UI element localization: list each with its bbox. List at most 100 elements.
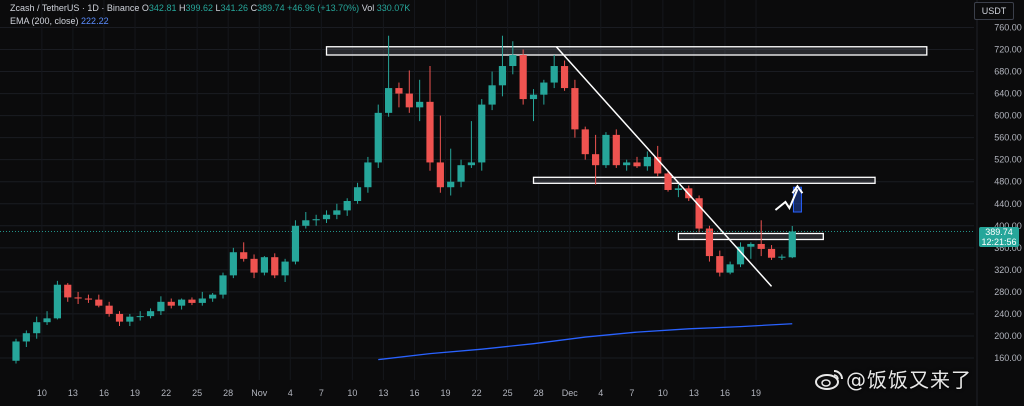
ema-line: [378, 323, 793, 361]
volume-readout: Vol 330.07K: [361, 3, 411, 13]
candle-body: [188, 299, 196, 303]
candle-body: [229, 252, 237, 276]
price-tick-label: 640.00: [994, 89, 1022, 99]
candle-body: [550, 66, 558, 83]
target-arrow: [774, 188, 799, 211]
time-tick-label: 19: [441, 388, 451, 398]
candle-body: [592, 154, 600, 166]
time-tick-label: 7: [319, 388, 324, 398]
candle-body: [126, 316, 134, 322]
time-axis[interactable]: 10 13 16 19 22 25 28 Nov 4 7 10 13 16 19 22 25 28 Dec 4 7 10…: [37, 388, 761, 398]
candle-body: [395, 88, 403, 94]
symbol-title: Zcash / TetherUS · 1D · Binance: [10, 3, 140, 13]
price-tick-label: 600.00: [994, 111, 1022, 121]
candle-body: [736, 246, 745, 265]
candle-body: [519, 55, 527, 100]
watermark: @饭饭又来了: [846, 368, 972, 392]
candle-body: [633, 162, 641, 167]
candle-body: [612, 134, 620, 166]
ohlc-open: O342.81: [141, 3, 177, 13]
price-tick-label: 360.00: [994, 243, 1022, 253]
candle-body: [302, 220, 310, 226]
candle-body: [250, 258, 258, 273]
price-tick-label: 520.00: [994, 155, 1022, 165]
candle-body: [105, 305, 113, 314]
time-tick-label: 7: [629, 388, 634, 398]
price-tick-label: 240.00: [994, 309, 1022, 319]
candle-body: [43, 318, 51, 323]
time-tick-label: 13: [68, 388, 78, 398]
time-tick-label: Dec: [562, 388, 579, 398]
price-tick-label: 200.00: [994, 331, 1022, 341]
candle-body: [457, 165, 465, 182]
time-tick-label: 10: [37, 388, 47, 398]
ema-value: 222.22: [81, 16, 109, 26]
price-tick-label: 280.00: [994, 287, 1022, 297]
time-tick-label: 22: [472, 388, 482, 398]
time-tick-label: 16: [409, 388, 419, 398]
candle-body: [146, 311, 155, 317]
price-axis[interactable]: 160.00 200.00 240.00 280.00 320.00 360.00 400.…: [976, 0, 1022, 406]
candle-body: [705, 228, 714, 257]
symbol-legend[interactable]: Zcash / TetherUS · 1D · Binance O342.81 …: [10, 3, 410, 13]
candle-body: [74, 297, 82, 299]
candle-body: [198, 298, 206, 303]
candle-body: [312, 219, 320, 221]
time-tick-label: 25: [503, 388, 513, 398]
candle-body: [778, 256, 786, 258]
candle-body: [571, 88, 579, 130]
candle-body: [33, 322, 41, 334]
price-tick-label: 560.00: [994, 133, 1022, 143]
candle-body: [726, 264, 734, 273]
candle-body: [478, 104, 486, 163]
price-tick-label: 480.00: [994, 177, 1022, 187]
candle-body: [95, 299, 103, 306]
time-tick-label: 19: [130, 388, 140, 398]
time-tick-label: 25: [192, 388, 202, 398]
candle-body: [674, 188, 682, 190]
ema-legend[interactable]: EMA (200, close) 222.22: [10, 16, 109, 26]
price-tick-label: 400.00: [994, 221, 1022, 231]
time-tick-label: 22: [161, 388, 171, 398]
candle-body: [664, 173, 672, 190]
bar-countdown: 12:21:56: [981, 237, 1017, 247]
candle-body: [281, 261, 289, 276]
candle-body: [385, 88, 393, 113]
candle-body: [53, 284, 61, 319]
last-price: 389.74: [985, 227, 1013, 237]
candle-body: [374, 112, 382, 163]
time-tick-label: 28: [534, 388, 544, 398]
price-tick-label: 680.00: [994, 67, 1022, 77]
candle-body: [22, 333, 30, 342]
time-tick-label: 16: [720, 388, 730, 398]
candle-body: [757, 243, 765, 249]
time-tick-label: 4: [288, 388, 293, 398]
time-tick-label: 19: [751, 388, 761, 398]
candle-body: [343, 200, 351, 211]
drawings: [0, 46, 974, 287]
candle-body: [178, 299, 186, 306]
candle-body: [364, 162, 372, 188]
candle-body: [209, 294, 217, 299]
time-tick-label: 4: [598, 388, 603, 398]
candle-body: [540, 82, 548, 95]
price-zones: [325, 46, 928, 241]
candle-body: [333, 210, 341, 215]
ohlc-close: C389.74: [250, 3, 285, 13]
time-tick-label: 16: [99, 388, 109, 398]
price-tick-label: 320.00: [994, 265, 1022, 275]
price-tick-label: 760.00: [994, 22, 1022, 32]
candle-body: [416, 101, 424, 108]
candle-body: [447, 181, 455, 188]
support-zone: [677, 232, 824, 241]
time-tick-label: 13: [689, 388, 699, 398]
currency-button[interactable]: USDT: [974, 2, 1014, 20]
candle-body: [643, 156, 651, 167]
candle-body: [560, 66, 569, 89]
candle-body: [436, 162, 444, 188]
candle-body: [322, 214, 331, 220]
ema-label: EMA (200, close): [10, 16, 79, 26]
candle-body: [115, 313, 124, 322]
candle-body: [12, 341, 20, 361]
